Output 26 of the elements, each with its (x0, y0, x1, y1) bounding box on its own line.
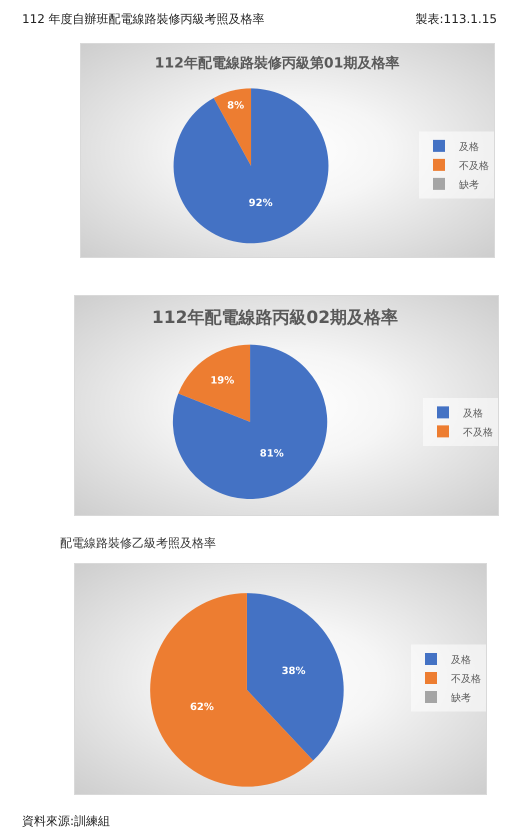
chart-title: 112年配電線路裝修丙級第01期及格率 (154, 54, 400, 72)
data-label: 81% (260, 448, 284, 460)
chart-title: 配電線路裝修乙級考照及格率 (60, 536, 216, 550)
data-label: 38% (282, 666, 306, 677)
pie-slice (172, 344, 328, 499)
text: 製表:113.1.15 (416, 12, 497, 26)
legend-label: 不及格 (463, 426, 493, 438)
data-label: 62% (190, 702, 214, 714)
legend-label: 缺考 (451, 692, 471, 704)
text: 112 年度自辦班配電線路裝修丙級考照及格率 (22, 12, 265, 26)
data-label: 19% (210, 375, 234, 386)
source-note: 資料來源:訓練組 (22, 814, 110, 828)
pie-slice (178, 344, 250, 422)
legend-label: 及格 (459, 140, 479, 153)
legend-label: 不及格 (459, 160, 489, 172)
legend-label: 及格 (451, 654, 471, 666)
legend-label: 不及格 (451, 672, 481, 685)
legend-label: 缺考 (459, 178, 479, 191)
pie-slice (174, 88, 328, 244)
data-label: 8% (227, 100, 244, 112)
pie-slice (150, 593, 314, 787)
pie-slice (214, 88, 252, 166)
legend-label: 及格 (463, 407, 483, 420)
data-label: 92% (248, 198, 273, 209)
chart-title: 112年配電線路丙級02期及格率 (152, 308, 398, 328)
pie-slice (246, 593, 344, 760)
